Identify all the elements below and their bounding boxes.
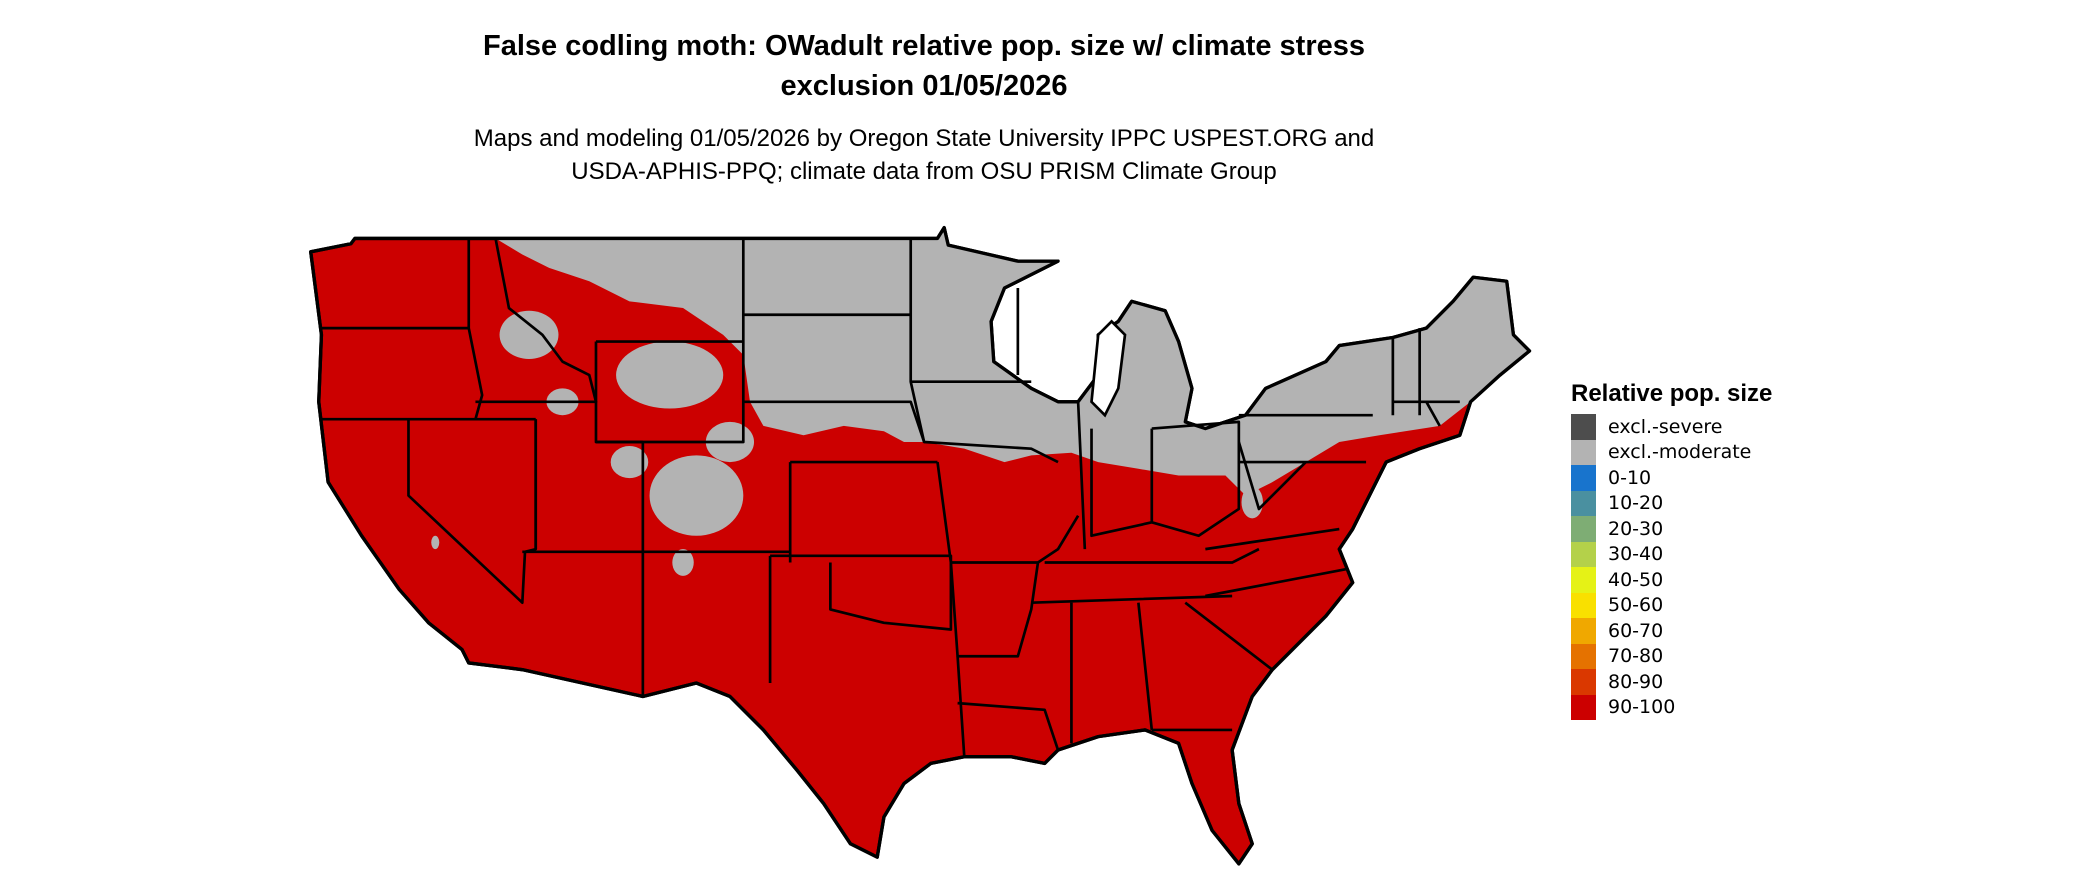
subtitle-line-2: USDA-APHIS-PPQ; climate data from OSU PR…: [571, 158, 1277, 185]
legend-label: 90-100: [1608, 696, 1676, 719]
legend-item: 30-40: [1571, 541, 1772, 567]
legend-item: 10-20: [1571, 490, 1772, 516]
legend-label: 60-70: [1608, 619, 1664, 642]
subtitle-line-1: Maps and modeling 01/05/2026 by Oregon S…: [473, 125, 1375, 152]
legend-label: 30-40: [1608, 543, 1664, 566]
legend: Relative pop. size excl.-severe excl.-mod…: [1571, 380, 1772, 720]
legend-label: 80-90: [1608, 670, 1664, 693]
legend-item: 90-100: [1571, 694, 1772, 720]
lake-michigan: [1090, 319, 1127, 418]
legend-item: 60-70: [1571, 618, 1772, 644]
legend-label: excl.-severe: [1608, 415, 1723, 438]
legend-label: excl.-moderate: [1608, 441, 1752, 464]
legend-item: excl.-moderate: [1571, 439, 1772, 465]
title-line-1: False codling moth: OWadult relative pop…: [482, 30, 1366, 62]
legend-swatch: [1571, 541, 1596, 567]
legend-item: 40-50: [1571, 567, 1772, 593]
legend-label: 20-30: [1608, 517, 1664, 540]
legend-label: 0-10: [1608, 466, 1652, 489]
legend-swatch: [1571, 694, 1596, 720]
legend-label: 50-60: [1608, 594, 1664, 617]
legend-swatch: [1571, 618, 1596, 644]
legend-label: 40-50: [1608, 568, 1664, 591]
legend-item: 0-10: [1571, 465, 1772, 491]
legend-item: 80-90: [1571, 669, 1772, 695]
legend-title: Relative pop. size: [1571, 380, 1773, 407]
state-borders: [321, 238, 1460, 757]
us-outline-border: [309, 226, 1532, 866]
excl-moderate-north-region: [495, 227, 1530, 496]
legend-swatch: [1571, 414, 1596, 440]
legend-swatch: [1571, 439, 1596, 465]
legend-item: 50-60: [1571, 592, 1772, 618]
legend-item: excl.-severe: [1571, 414, 1772, 440]
legend-swatch: [1571, 490, 1596, 516]
legend-swatch: [1571, 465, 1596, 491]
legend-swatch: [1571, 592, 1596, 618]
legend-item: 70-80: [1571, 643, 1772, 669]
legend-swatch: [1571, 643, 1596, 669]
legend-item: 20-30: [1571, 516, 1772, 542]
legend-label: 10-20: [1608, 492, 1664, 515]
title-line-2: exclusion 01/05/2026: [780, 70, 1068, 102]
legend-swatch: [1571, 516, 1596, 542]
legend-label: 70-80: [1608, 645, 1664, 668]
legend-swatch: [1571, 669, 1596, 695]
legend-swatch: [1571, 567, 1596, 593]
